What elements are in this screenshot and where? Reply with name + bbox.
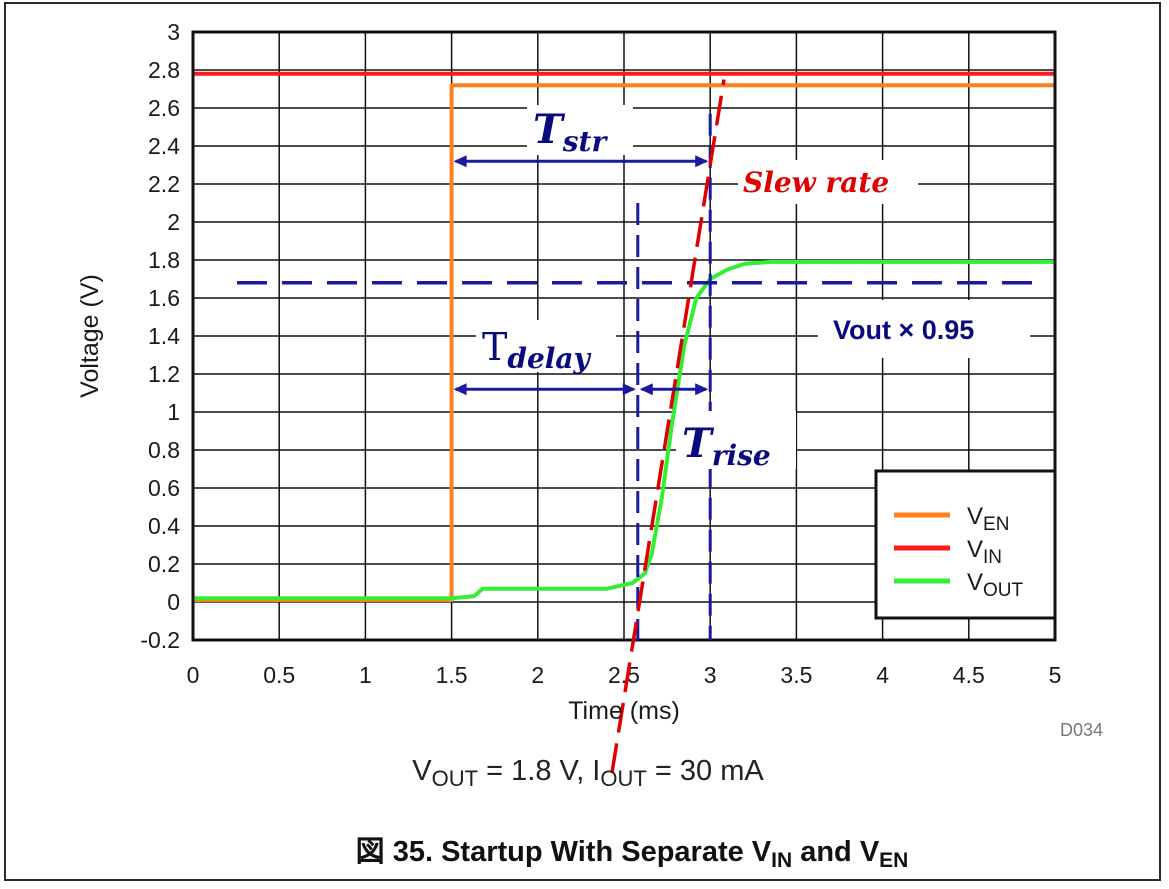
t-rise-arrow-head-right <box>695 383 709 396</box>
x-tick-label-0: 0 <box>187 662 200 688</box>
slew-rate-label-bg <box>738 160 918 204</box>
legend-box <box>874 469 1057 620</box>
series-line-vout <box>193 259 1055 601</box>
x-tick-labels: 0 0.5 1 1.5 2 2.5 3 3.5 4 4.5 5 <box>187 662 1062 688</box>
y-tick-label-15: 2.8 <box>148 57 180 83</box>
x-tick-label-7: 3.5 <box>780 662 812 688</box>
x-axis-label: Time (ms) <box>568 697 680 725</box>
t-delay-arrow-head-right <box>622 383 636 396</box>
t-rise-arrow-head-left <box>639 383 653 396</box>
t-delay-label-bg <box>476 320 616 372</box>
legend-label-vin: VIN <box>967 536 1002 568</box>
y-tick-label-6: 1 <box>167 399 180 425</box>
y-tick-label-1: 0 <box>167 589 180 615</box>
x-tick-label-9: 4.5 <box>953 662 985 688</box>
chart-caption: VOUT = 1.8 V, IOUT = 30 mA <box>412 755 764 791</box>
vout-095-label: Vout × 0.95 <box>833 315 974 345</box>
t-rise-label: Trise <box>682 420 771 472</box>
t-str-label: Tstr <box>533 106 608 158</box>
x-tick-label-4: 2 <box>531 662 544 688</box>
t-str-arrow-head-left <box>453 155 467 168</box>
y-tick-label-3: 0.4 <box>148 513 180 539</box>
y-tick-label-13: 2.4 <box>148 133 180 159</box>
legend-label-ven: VEN <box>967 503 1009 535</box>
annotations: Tstr Tdelay Trise Slew rate Vout × 0.95 <box>237 79 1042 774</box>
t-delay-arrow-head-left <box>453 383 467 396</box>
y-tick-label-8: 1.4 <box>148 323 180 349</box>
x-tick-label-5: 2.5 <box>608 662 640 688</box>
y-tick-label-7: 1.2 <box>148 361 180 387</box>
x-tick-label-8: 4 <box>876 662 889 688</box>
title-mid: and V <box>792 836 880 868</box>
y-tick-label-10: 1.8 <box>148 247 180 273</box>
x-tick-label-2: 1 <box>359 662 372 688</box>
caption-sub-2: OUT <box>600 766 646 791</box>
caption-part-1: V <box>412 755 432 787</box>
figure-code: D034 <box>1060 720 1103 740</box>
y-tick-label-0: -0.2 <box>140 627 180 653</box>
legend-label-vout: VOUT <box>967 569 1024 601</box>
t-delay-label: Tdelay <box>482 325 592 375</box>
caption-part-2: = 1.8 V, I <box>478 755 600 787</box>
y-axis-label: Voltage (V) <box>76 274 104 398</box>
y-tick-label-4: 0.6 <box>148 475 180 501</box>
t-str-label-bg <box>527 105 633 155</box>
caption-sub-1: OUT <box>432 766 478 791</box>
y-tick-label-14: 2.6 <box>148 95 180 121</box>
figure-title: 図 35. Startup With Separate VIN and VEN <box>356 836 909 872</box>
title-main: 図 35. Startup With Separate V <box>356 836 772 868</box>
y-tick-label-12: 2.2 <box>148 171 180 197</box>
x-tick-label-1: 0.5 <box>263 662 295 688</box>
x-tick-label-10: 5 <box>1049 662 1062 688</box>
y-tick-label-9: 1.6 <box>148 285 180 311</box>
x-tick-label-6: 3 <box>704 662 717 688</box>
figure-frame <box>4 2 1161 881</box>
slew-rate-line <box>610 79 726 774</box>
y-tick-label-5: 0.8 <box>148 437 180 463</box>
series-group <box>193 71 1055 603</box>
t-rise-label-bg <box>676 411 796 469</box>
vout-095-label-bg <box>818 300 1030 358</box>
plot-border <box>191 30 1057 642</box>
caption-part-3: = 30 mA <box>647 755 765 787</box>
y-tick-label-16: 3 <box>167 19 180 45</box>
slew-rate-label: Slew rate <box>743 166 889 199</box>
x-tick-label-3: 1.5 <box>436 662 468 688</box>
y-tick-label-11: 2 <box>167 209 180 235</box>
title-sub-in: IN <box>771 849 792 872</box>
title-sub-en: EN <box>879 849 908 872</box>
y-tick-labels: -0.2 0 0.2 0.4 0.6 0.8 1 1.2 1.4 1.6 1.8 2 2.2 2.4 2.6… <box>140 19 180 653</box>
y-tick-label-2: 0.2 <box>148 551 180 577</box>
t-str-arrow-head-right <box>695 155 709 168</box>
